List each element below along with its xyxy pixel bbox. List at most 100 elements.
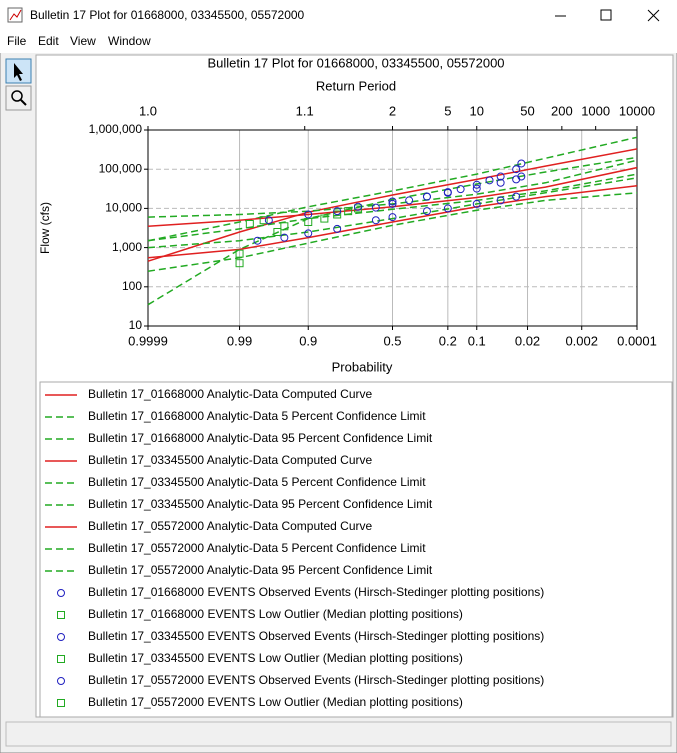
maximize-button[interactable] [600, 9, 612, 21]
legend-label: Bulletin 17_01668000 Analytic-Data 95 Pe… [88, 431, 433, 445]
plot-border [147, 129, 638, 327]
x-tick-label: 0.002 [565, 333, 598, 348]
legend-label: Bulletin 17_05572000 Analytic-Data Compu… [88, 519, 373, 533]
event-point [304, 229, 313, 238]
x-tick-label: 0.02 [515, 333, 540, 348]
y-tick-label: 10,000 [105, 201, 142, 215]
curve [147, 166, 638, 228]
x-tick-label: 0.99 [227, 333, 252, 348]
y-axis-label: Flow (cfs) [38, 202, 52, 254]
event-point [371, 203, 380, 212]
zoom-icon-handle [20, 99, 27, 106]
curve [147, 156, 638, 306]
event-point [333, 210, 342, 219]
legend-label: Bulletin 17_03345500 Analytic-Data Compu… [88, 453, 373, 467]
menu-item[interactable]: Window [108, 34, 151, 48]
x2-tick-label: 50 [520, 103, 534, 118]
legend-label: Bulletin 17_01668000 EVENTS Observed Eve… [88, 585, 544, 599]
curve [147, 173, 638, 242]
event-point [371, 216, 380, 225]
legend-label: Bulletin 17_01668000 Analytic-Data 5 Per… [88, 409, 426, 423]
legend-label: Bulletin 17_03345500 Analytic-Data 95 Pe… [88, 497, 433, 511]
event-point [443, 188, 452, 197]
event-point [253, 236, 262, 245]
legend-swatch [57, 699, 65, 707]
event-point [280, 222, 289, 231]
x2-tick-label: 5 [444, 103, 451, 118]
event-point [512, 165, 521, 174]
x2-tick-label: 10 [470, 103, 484, 118]
legend-label: Bulletin 17_03345500 Analytic-Data 5 Per… [88, 475, 426, 489]
event-point [496, 178, 505, 187]
x-tick-label: 0.0001 [617, 333, 657, 348]
legend-label: Bulletin 17_05572000 Analytic-Data 5 Per… [88, 541, 426, 555]
x-tick-label: 0.9 [299, 333, 317, 348]
x2-tick-label: 1.0 [139, 103, 157, 118]
app-icon-graph [9, 9, 22, 21]
pointer-icon [14, 63, 23, 81]
menu-item[interactable]: View [70, 34, 96, 48]
y-tick-label: 100,000 [99, 161, 143, 175]
y-tick-label: 10 [129, 318, 143, 332]
event-point [280, 233, 289, 242]
event-point [472, 199, 481, 208]
zoom-tool[interactable] [5, 85, 32, 111]
legend-swatch [57, 677, 65, 685]
x2-tick-label: 10000 [619, 103, 655, 118]
x-tick-label: 0.1 [468, 333, 486, 348]
event-point [517, 172, 526, 181]
menu-item[interactable]: File [7, 34, 27, 48]
event-point [388, 197, 397, 206]
y-tick-label: 1,000 [112, 240, 142, 254]
curve [147, 148, 638, 262]
event-point [388, 199, 397, 208]
event-point [496, 172, 505, 181]
x2-tick-label: 2 [389, 103, 396, 118]
event-point [245, 219, 254, 228]
window-title: Bulletin 17 Plot for 01668000, 03345500,… [30, 8, 305, 22]
legend-swatch [57, 655, 65, 663]
event-point [354, 202, 363, 211]
curve [147, 177, 638, 249]
event-point [512, 192, 521, 201]
event-point [235, 249, 244, 258]
curve [147, 159, 638, 218]
event-point [344, 207, 353, 216]
menu-item[interactable]: Edit [38, 34, 59, 48]
event-point [422, 207, 431, 216]
event-point [273, 228, 282, 237]
x-tick-label: 0.5 [383, 333, 401, 348]
legend-label: Bulletin 17_05572000 EVENTS Low Outlier … [88, 695, 463, 709]
legend-label: Bulletin 17_01668000 EVENTS Low Outlier … [88, 607, 463, 621]
event-point [456, 185, 465, 194]
legend-label: Bulletin 17_01668000 Analytic-Data Compu… [88, 387, 373, 401]
curve [147, 192, 638, 272]
event-point [388, 213, 397, 222]
event-point [405, 196, 414, 205]
menu-bar [0, 31, 677, 53]
x2-axis-label: Return Period [316, 78, 396, 93]
x2-tick-label: 1000 [581, 103, 610, 118]
event-point [472, 184, 481, 193]
legend-swatch [57, 633, 65, 641]
status-bar [5, 721, 672, 747]
event-point [235, 259, 244, 268]
legend-label: Bulletin 17_05572000 Analytic-Data 95 Pe… [88, 563, 433, 577]
y-tick-label: 1,000,000 [89, 122, 143, 136]
event-point [304, 210, 313, 219]
legend-swatch [57, 611, 65, 619]
close-button[interactable] [647, 9, 660, 22]
event-point [304, 217, 313, 226]
event-point [496, 196, 505, 205]
event-point [259, 216, 268, 225]
legend [39, 381, 673, 718]
y-tick-label: 100 [122, 279, 142, 293]
x-tick-label: 0.9999 [128, 333, 168, 348]
legend-label: Bulletin 17_03345500 EVENTS Low Outlier … [88, 651, 463, 665]
chart-title: Bulletin 17 Plot for 01668000, 03345500,… [207, 55, 504, 70]
event-point [443, 204, 452, 213]
event-point [472, 180, 481, 189]
event-point [333, 207, 342, 216]
